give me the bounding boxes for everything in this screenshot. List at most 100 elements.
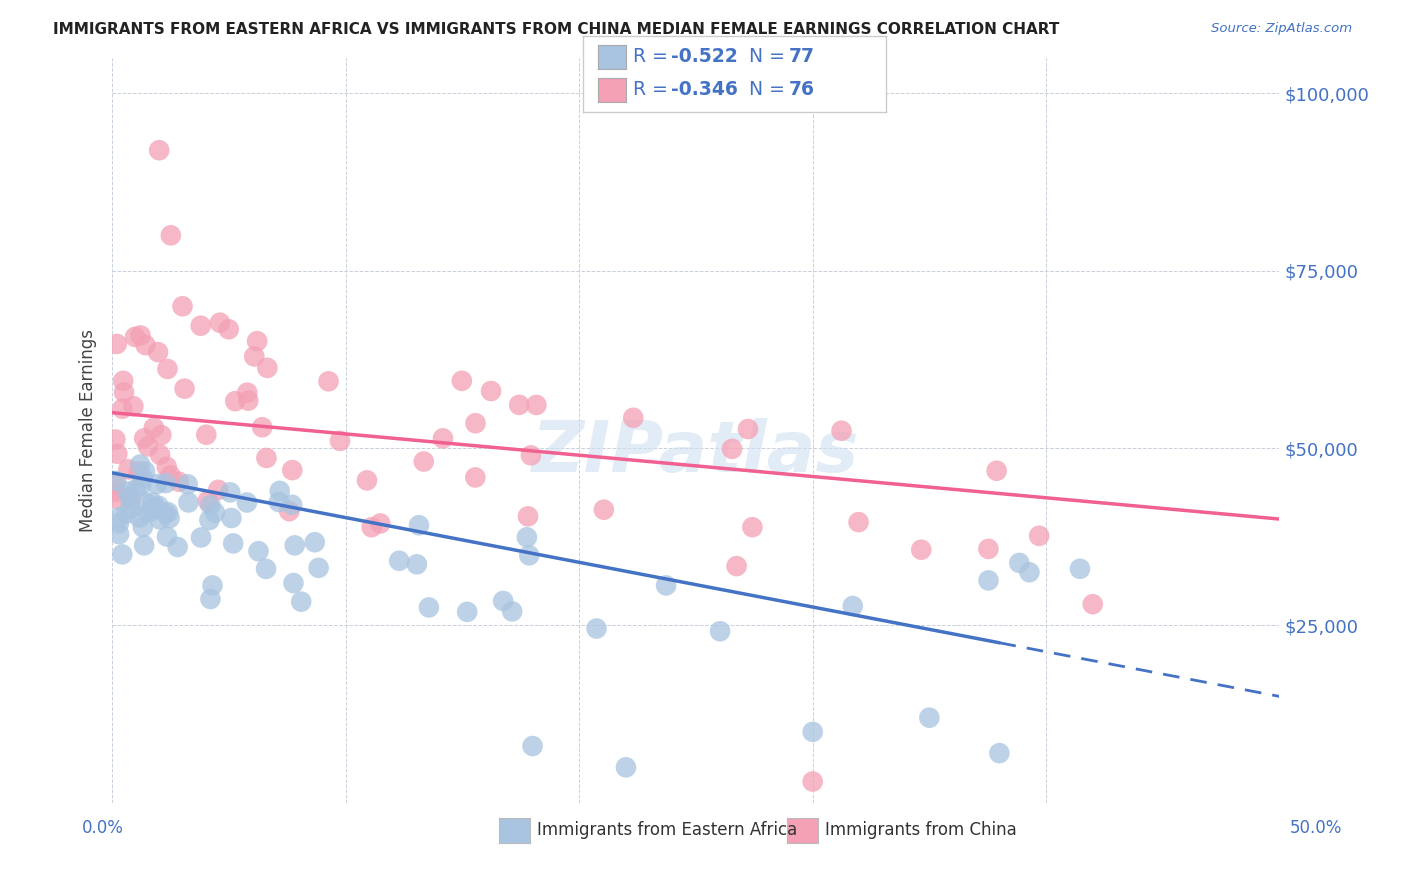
Point [464,416,486,430]
Point [107,510,129,524]
Point [256,360,278,375]
Text: IMMIGRANTS FROM EASTERN AFRICA VS IMMIGRANTS FROM CHINA MEDIAN FEMALE EARNINGS C: IMMIGRANTS FROM EASTERN AFRICA VS IMMIGR… [53,22,1060,37]
Point [141,495,163,509]
Point [236,385,259,400]
Point [655,578,678,592]
Point [104,475,127,490]
Text: R =: R = [633,46,673,66]
Point [172,299,194,313]
Point [176,477,198,491]
Point [737,422,759,436]
Point [108,516,131,531]
Point [149,448,172,462]
Point [842,599,865,613]
Point [741,520,763,534]
Point [177,495,200,509]
Point [129,328,152,343]
Point [156,459,179,474]
Point [190,531,212,545]
Point [247,544,270,558]
Point [522,739,544,753]
Point [246,334,269,348]
Point [115,507,138,521]
Text: Immigrants from Eastern Africa: Immigrants from Eastern Africa [537,822,797,839]
Point [456,605,478,619]
Point [516,530,538,544]
Point [368,516,391,531]
Point [267,495,290,509]
Point [356,474,378,488]
Point [148,499,170,513]
Point [108,527,131,541]
Point [134,538,156,552]
Point [218,322,240,336]
Point [501,604,523,618]
Point [592,502,614,516]
Point [156,362,179,376]
Point [977,541,1000,556]
Point [149,512,172,526]
Point [195,427,218,442]
Point [107,492,129,507]
Y-axis label: Median Female Earnings: Median Female Earnings [79,329,97,532]
Point [173,382,195,396]
Point [104,433,127,447]
Point [129,478,152,492]
Point [585,622,607,636]
Point [830,424,852,438]
Point [118,491,141,505]
Point [146,477,169,491]
Point [517,509,540,524]
Point [910,542,932,557]
Text: 76: 76 [789,79,814,99]
Point [290,594,312,608]
Point [848,515,870,529]
Point [128,510,150,524]
Point [200,498,222,512]
Point [105,447,128,461]
Text: Immigrants from China: Immigrants from China [825,822,1017,839]
Point [138,506,160,520]
Point [129,458,152,472]
Point [207,483,229,497]
Point [236,495,259,509]
Point [150,428,173,442]
Point [508,398,530,412]
Point [160,228,183,243]
Point [120,493,142,508]
Point [157,505,180,519]
Point [1028,529,1050,543]
Point [117,462,139,476]
Point [464,470,486,484]
Point [208,316,231,330]
Point [432,431,454,445]
Point [105,474,128,488]
Point [124,330,146,344]
Text: R =: R = [633,79,673,99]
Point [479,384,502,398]
Point [801,774,824,789]
Point [1018,566,1040,580]
Point [128,464,150,478]
Point [142,502,165,516]
Point [281,463,304,477]
Point [278,504,301,518]
Point [388,554,411,568]
Point [418,600,440,615]
Point [526,398,548,412]
Point [308,561,330,575]
Point [412,454,434,468]
Text: N =: N = [749,46,792,66]
Point [492,594,515,608]
Text: -0.346: -0.346 [671,79,738,99]
Text: Source: ZipAtlas.com: Source: ZipAtlas.com [1212,22,1353,36]
Point [190,318,212,333]
Point [977,574,1000,588]
Point [142,421,165,435]
Point [155,506,177,520]
Point [117,484,139,499]
Text: 0.0%: 0.0% [82,819,124,837]
Point [122,399,145,413]
Point [135,338,157,352]
Point [725,559,748,574]
